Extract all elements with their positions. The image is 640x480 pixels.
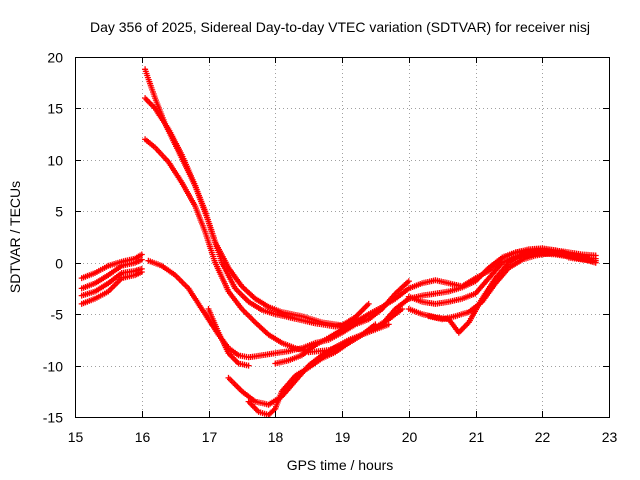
x-tick-label: 18 (268, 429, 284, 445)
y-tick-label: 15 (47, 101, 63, 117)
data-marks (142, 66, 372, 329)
x-tick-label: 23 (602, 429, 618, 445)
data-marks (78, 265, 145, 299)
y-tick-label: -5 (51, 307, 64, 323)
series-arc-c (78, 265, 145, 299)
series-arc-d (78, 269, 145, 307)
y-tick-label: -15 (43, 410, 63, 426)
series-arc-a (78, 251, 145, 282)
tick-layer: 15 16 17 18 19 20 21 22 23 -15 -10 -5 0 5 10 15 20 (43, 50, 618, 446)
series-arc-p (425, 249, 592, 323)
x-tick-label: 20 (402, 429, 418, 445)
y-tick-label: -10 (43, 359, 63, 375)
x-tick-label: 15 (68, 429, 84, 445)
x-tick-label: 16 (135, 429, 151, 445)
data-marks (78, 269, 145, 307)
x-axis-label: GPS time / hours (287, 457, 394, 473)
series-arc-f (142, 95, 365, 330)
chart-title: Day 356 of 2025, Sidereal Day-to-day VTE… (90, 19, 590, 35)
y-tick-label: 0 (55, 256, 63, 272)
data-marks (78, 256, 145, 292)
x-tick-label: 17 (202, 429, 218, 445)
data-marks (142, 95, 365, 330)
x-tick-label: 22 (535, 429, 551, 445)
x-tick-label: 19 (335, 429, 351, 445)
series-arc-b (78, 256, 145, 292)
series-arc-k (245, 321, 392, 418)
x-tick-label: 21 (469, 429, 485, 445)
data-marks (205, 306, 252, 369)
series-arc-e (142, 66, 372, 329)
y-tick-label: 5 (55, 204, 63, 220)
y-tick-label: 10 (47, 153, 63, 169)
y-axis-label: SDTVAR / TECUs (7, 181, 23, 293)
data-marks (425, 249, 592, 323)
data-marks (78, 251, 145, 282)
series-arc-i (205, 306, 252, 369)
mark-layer (78, 66, 599, 418)
data-marks (245, 321, 392, 418)
y-tick-label: 20 (47, 50, 63, 66)
